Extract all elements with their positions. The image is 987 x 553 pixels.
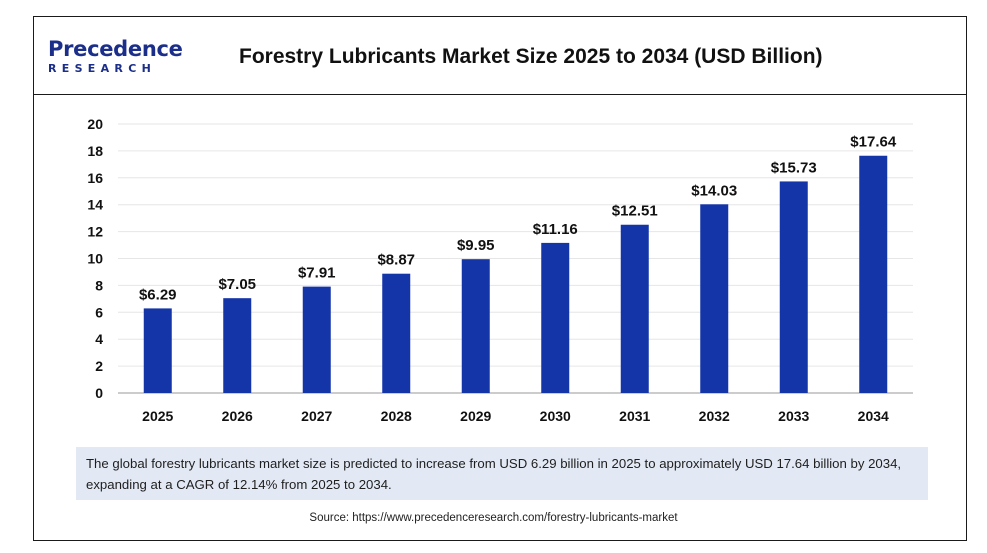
source-citation: Source: https://www.precedenceresearch.c… (309, 512, 678, 524)
bar (779, 181, 808, 393)
chart-title: Forestry Lubricants Market Size 2025 to … (239, 45, 823, 68)
bar (223, 298, 252, 393)
bar (620, 224, 649, 393)
y-tick-label: 6 (95, 304, 103, 320)
bars (143, 155, 888, 393)
y-tick-label: 20 (87, 116, 103, 132)
x-tick-label: 2033 (778, 408, 809, 424)
y-tick-label: 18 (87, 143, 103, 159)
y-tick-label: 2 (95, 358, 103, 374)
bar-value-label: $17.64 (850, 134, 897, 151)
header: Precedence RESEARCH Forestry Lubricants … (34, 17, 966, 95)
bar (541, 242, 570, 393)
summary-note: The global forestry lubricants market si… (76, 447, 928, 500)
y-tick-label: 4 (95, 331, 103, 347)
x-tick-label: 2025 (142, 408, 173, 424)
logo-subtitle: RESEARCH (48, 62, 157, 75)
bar-value-label: $7.91 (298, 265, 336, 282)
x-tick-label: 2028 (381, 408, 412, 424)
x-tick-label: 2029 (460, 408, 491, 424)
value-labels: $6.29 $7.05 $7.91 $8.87 $9.95 $11.16 $12.51 $14… (139, 134, 897, 304)
bar-value-label: $7.05 (218, 276, 256, 293)
y-axis-ticks: 0 2 4 6 8 10 12 14 16 18 20 (87, 116, 103, 401)
bar-value-label: $8.87 (377, 252, 415, 269)
bar-value-label: $12.51 (612, 203, 658, 220)
bar-value-label: $11.16 (533, 221, 578, 238)
bar-value-label: $15.73 (771, 159, 817, 176)
y-tick-label: 14 (87, 197, 103, 213)
brand-logo: Precedence RESEARCH (48, 37, 198, 77)
y-tick-label: 16 (87, 170, 103, 186)
bar-value-label: $9.95 (457, 237, 495, 254)
bar-value-label: $14.03 (691, 182, 737, 199)
x-tick-label: 2034 (858, 408, 889, 424)
bar (700, 204, 729, 393)
bar (143, 308, 172, 393)
x-tick-label: 2032 (699, 408, 730, 424)
bar (461, 259, 490, 393)
x-tick-label: 2026 (222, 408, 253, 424)
y-tick-label: 0 (95, 385, 103, 401)
x-tick-label: 2027 (301, 408, 332, 424)
y-tick-label: 8 (95, 277, 103, 293)
bar (382, 273, 411, 393)
x-tick-label: 2031 (619, 408, 650, 424)
bar (859, 155, 888, 393)
y-tick-label: 12 (87, 224, 103, 240)
x-tick-label: 2030 (540, 408, 571, 424)
bar-value-label: $6.29 (139, 286, 177, 303)
y-tick-label: 10 (87, 251, 103, 267)
logo-wordmark: Precedence (48, 37, 183, 61)
x-axis-ticks: 2025 2026 2027 2028 2029 2030 2031 2032 2033 2034 (142, 408, 889, 424)
bar (302, 286, 331, 393)
